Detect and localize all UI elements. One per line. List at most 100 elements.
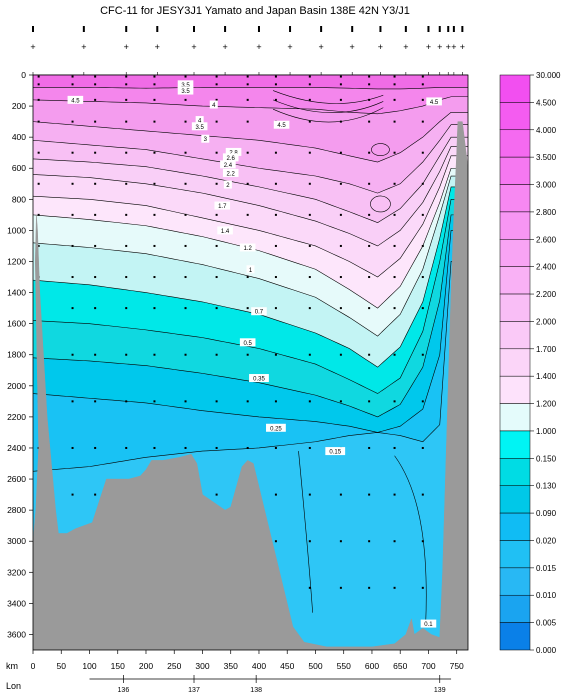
sample-point	[393, 120, 396, 123]
sample-point	[184, 98, 187, 101]
contour-label: 1	[249, 268, 253, 274]
longitude-axis: Lon 136 137 138 139	[6, 675, 452, 694]
sample-point	[184, 244, 187, 247]
station-plus: +	[446, 42, 451, 52]
sample-point	[153, 244, 156, 247]
sample-point	[308, 120, 311, 123]
contour-label: 1.2	[244, 246, 253, 252]
concentration-band	[33, 230, 468, 472]
colorbar-swatch	[499, 430, 531, 459]
sample-point	[37, 151, 40, 154]
sample-point	[368, 400, 371, 403]
contour-label: 3.5	[181, 89, 190, 95]
sample-point	[125, 75, 128, 78]
sample-point	[393, 151, 396, 154]
contour-line	[33, 124, 468, 194]
colorbar-swatch	[499, 485, 531, 514]
sample-point	[125, 276, 128, 279]
sample-point	[393, 276, 396, 279]
sample-point	[339, 98, 342, 101]
sample-point	[94, 400, 97, 403]
lon-tick-label: 136	[118, 687, 130, 694]
sample-point	[421, 151, 424, 154]
lon-axis-label: Lon	[6, 681, 21, 691]
colorbar-label: 2.200	[536, 290, 557, 299]
sample-point	[274, 182, 277, 185]
sample-point	[215, 446, 218, 449]
sample-point	[339, 151, 342, 154]
sample-point	[246, 276, 249, 279]
sample-point	[125, 400, 128, 403]
sample-point	[184, 120, 187, 123]
x-tick-label: 250	[167, 661, 181, 671]
distance-axis: km 0 50 100 150 200 250 300 350 400 450 500 550 600 65…	[6, 650, 464, 671]
contour-label: 3.5	[195, 125, 204, 131]
sample-point	[274, 446, 277, 449]
x-axis-label: km	[6, 661, 18, 671]
sample-dots	[37, 75, 424, 589]
sample-point	[421, 98, 424, 101]
sample-point	[339, 400, 342, 403]
contour-label: 3	[204, 137, 208, 143]
sample-point	[71, 83, 74, 86]
sample-point	[37, 244, 40, 247]
sample-point	[246, 307, 249, 310]
sample-point	[215, 276, 218, 279]
x-tick-label: 750	[450, 661, 464, 671]
sample-point	[153, 151, 156, 154]
concentration-band	[33, 176, 468, 368]
sample-point	[215, 75, 218, 78]
contour-label: 3.5	[181, 83, 190, 89]
sample-point	[393, 182, 396, 185]
x-tick-label: 650	[393, 661, 407, 671]
sample-point	[184, 400, 187, 403]
y-tick-label: 200	[12, 101, 26, 111]
sample-point	[94, 120, 97, 123]
sample-point	[184, 75, 187, 78]
sample-point	[94, 244, 97, 247]
contour-line	[33, 230, 468, 433]
colorbar-label: 0.090	[536, 509, 557, 518]
sample-point	[308, 353, 311, 356]
sample-point	[125, 446, 128, 449]
sample-point	[71, 446, 74, 449]
sample-point	[368, 307, 371, 310]
sample-point	[421, 446, 424, 449]
y-tick-label: 1600	[7, 319, 26, 329]
sample-point	[215, 182, 218, 185]
x-tick-label: 300	[195, 661, 209, 671]
sample-point	[246, 151, 249, 154]
sample-point	[421, 493, 424, 496]
sample-point	[308, 586, 311, 589]
colorbar-swatch	[499, 102, 531, 131]
colorbar-label: 1.700	[536, 345, 557, 354]
contour-label-bg	[220, 160, 236, 169]
sample-point	[184, 307, 187, 310]
station-id-mark	[125, 26, 128, 32]
sample-point	[368, 244, 371, 247]
concentration-band	[33, 124, 468, 223]
sample-point	[153, 213, 156, 216]
sample-point	[153, 307, 156, 310]
sample-point	[246, 75, 249, 78]
y-tick-label: 2400	[7, 443, 26, 453]
y-tick-label: 1000	[7, 225, 26, 235]
sample-point	[339, 586, 342, 589]
contour-lines	[33, 87, 468, 626]
sample-point	[215, 151, 218, 154]
colorbar-swatch	[499, 184, 531, 213]
sample-point	[308, 83, 311, 86]
colorbar-swatch	[499, 512, 531, 541]
sample-point	[215, 400, 218, 403]
colorbar-swatch	[499, 293, 531, 322]
contour-label-bg	[201, 134, 210, 143]
concentration-band	[33, 186, 468, 394]
sample-point	[94, 353, 97, 356]
colorbar-label: 1.000	[536, 427, 557, 436]
colorbar-label: 0.010	[536, 591, 557, 600]
sample-point	[215, 244, 218, 247]
sample-point	[368, 446, 371, 449]
sample-point	[368, 213, 371, 216]
sample-point	[94, 83, 97, 86]
